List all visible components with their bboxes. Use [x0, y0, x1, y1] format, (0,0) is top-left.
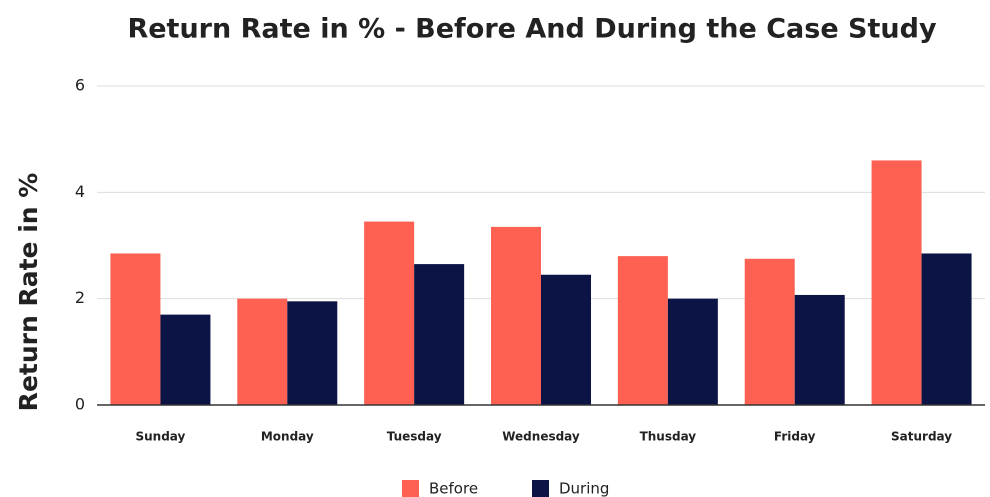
y-tick-label: 2 — [75, 288, 85, 307]
x-tick-label: Saturday — [891, 430, 952, 444]
y-tick-label: 6 — [75, 76, 85, 95]
legend-label: Before — [429, 480, 478, 497]
bar — [667, 298, 718, 405]
x-tick-label: Friday — [774, 430, 816, 444]
bar — [617, 256, 668, 405]
bar — [110, 253, 161, 405]
bar — [871, 160, 922, 405]
bar — [414, 264, 465, 405]
x-tick-label: Tuesday — [387, 430, 442, 444]
chart-title: Return Rate in % - Before And During the… — [127, 14, 937, 45]
bar — [794, 294, 845, 405]
bar — [921, 253, 972, 405]
bar — [541, 274, 591, 405]
bar — [744, 258, 795, 405]
y-axis-label: Return Rate in % — [14, 173, 43, 412]
x-tick-label: Sunday — [135, 430, 185, 444]
x-tick-label: Monday — [261, 430, 314, 444]
bar — [160, 314, 211, 405]
y-tick-label: 0 — [75, 395, 85, 414]
bar — [364, 221, 415, 405]
legend-swatch — [532, 480, 549, 497]
bar — [287, 301, 338, 405]
bar — [237, 298, 288, 405]
legend-label: During — [559, 480, 609, 497]
y-tick-label: 4 — [75, 182, 85, 201]
x-tick-label: Wednesday — [502, 430, 580, 444]
legend-swatch — [402, 480, 419, 497]
x-tick-label: Thusday — [640, 430, 697, 444]
bar — [491, 226, 541, 405]
